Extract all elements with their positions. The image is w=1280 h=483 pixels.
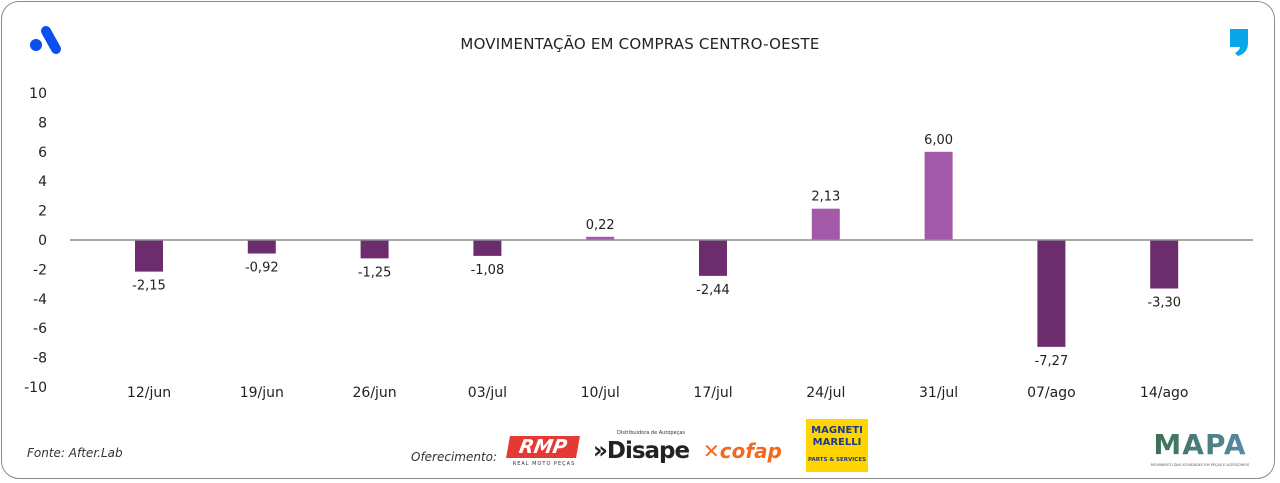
y-tick-label: 6	[38, 145, 47, 161]
data-label: -2,15	[132, 279, 166, 294]
x-tick-label: 10/jul	[581, 385, 620, 401]
bar-31/jul	[924, 151, 953, 240]
y-tick-label: 10	[29, 86, 47, 102]
x-tick-label: 31/jul	[919, 385, 958, 401]
y-tick-label: -2	[33, 262, 47, 278]
data-label: 0,22	[586, 218, 615, 233]
magneti-marelli-logo: MAGNETI MARELLI PARTS & SERVICES	[806, 419, 868, 472]
bar-14/ago	[1150, 240, 1179, 289]
x-tick-label: 12/jun	[127, 385, 171, 401]
rmp-logo-text: RMP	[506, 436, 580, 458]
data-label: -7,27	[1035, 354, 1069, 369]
disape-logo-tagline: Distribuidora de Autopeças	[617, 430, 686, 436]
y-tick-label: 4	[38, 174, 47, 190]
bar-26/jun	[360, 240, 389, 259]
data-label: -1,25	[358, 265, 392, 280]
x-tick-label: 24/jul	[806, 385, 845, 401]
data-label: -3,30	[1147, 296, 1181, 311]
disape-logo-text: »Disape	[593, 438, 690, 464]
bar-03/jul	[473, 240, 502, 256]
x-tick-label: 26/jun	[353, 385, 397, 401]
comma-logo-icon	[1230, 29, 1248, 56]
rmp-logo: RMP REAL MOTO PEÇAS	[506, 436, 580, 467]
bar-19/jun	[247, 240, 276, 254]
bar-17/jul	[699, 240, 727, 276]
x-tick-label: 03/jul	[468, 385, 507, 401]
source-note: Fonte: After.Lab	[27, 446, 123, 460]
bar-10/jul	[586, 236, 615, 240]
data-label: -0,92	[245, 261, 279, 276]
data-label: -1,08	[471, 263, 505, 278]
y-tick-label: 8	[38, 115, 47, 131]
x-tick-label: 19/jun	[240, 385, 284, 401]
data-label: 6,00	[924, 133, 953, 148]
y-tick-label: -6	[33, 321, 47, 337]
x-tick-label: 17/jul	[693, 385, 732, 401]
cofap-logo-text: ✕cofap	[703, 439, 782, 463]
bar-12/jun	[135, 240, 163, 272]
chart-title: MOVIMENTAÇÃO EM COMPRAS CENTRO-OESTE	[460, 35, 820, 53]
bar-07/ago	[1037, 240, 1066, 347]
data-label: -2,44	[696, 283, 730, 298]
rmp-logo-tagline: REAL MOTO PEÇAS	[512, 461, 576, 467]
mapa-logo-tagline: MOVIMENTO DAS ATIVIDADES EM PEÇAS E ACES…	[1150, 463, 1250, 467]
mapa-logo-text: MAPA	[1140, 430, 1260, 460]
y-tick-label: 0	[38, 233, 47, 249]
x-tick-label: 14/ago	[1140, 385, 1189, 401]
bar-24/jul	[811, 208, 840, 240]
y-tick-label: -10	[24, 380, 47, 396]
y-tick-label: -4	[33, 292, 47, 308]
a-logo-icon	[30, 26, 61, 54]
y-tick-label: 2	[38, 204, 47, 220]
magneti-marelli-logo-text: MAGNETI MARELLI	[811, 425, 863, 448]
data-label: 2,13	[811, 190, 840, 205]
disape-logo: Distribuidora de Autopeças »Disape	[593, 430, 693, 464]
y-tick-label: -8	[33, 351, 47, 367]
mapa-logo: MAPA MOVIMENTO DAS ATIVIDADES EM PEÇAS E…	[1140, 430, 1260, 468]
magneti-marelli-logo-tagline: PARTS & SERVICES	[807, 457, 867, 463]
cofap-logo: ✕cofap	[703, 439, 782, 463]
x-tick-label: 07/ago	[1027, 385, 1076, 401]
offer-label: Oferecimento:	[411, 450, 498, 464]
